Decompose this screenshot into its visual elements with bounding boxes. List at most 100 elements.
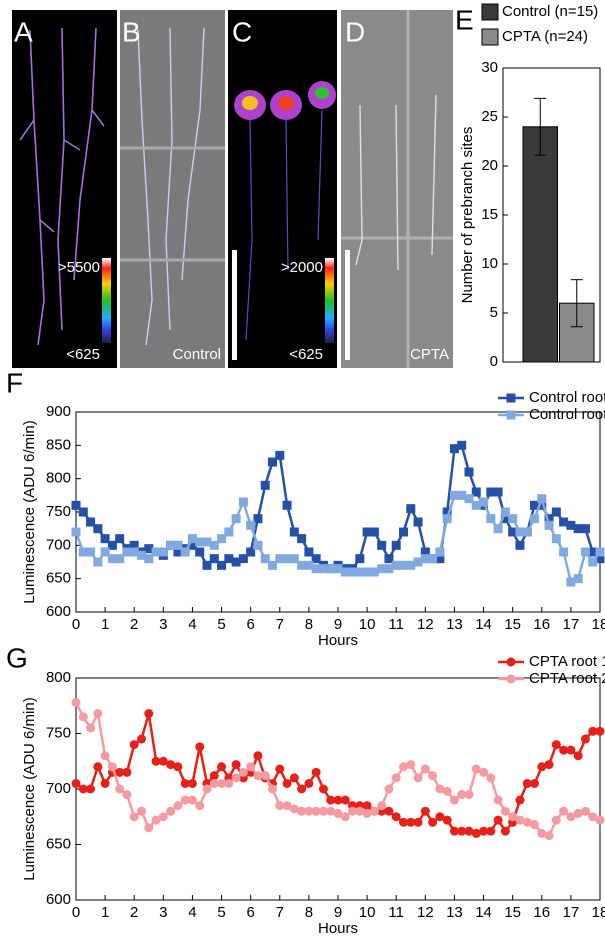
marker (180, 778, 190, 788)
marker (71, 697, 81, 707)
roots (245, 109, 323, 341)
marker (420, 554, 430, 564)
marker (289, 554, 299, 564)
marker (471, 828, 481, 838)
marker (318, 806, 328, 816)
marker (86, 723, 96, 733)
marker (275, 801, 285, 811)
marker (493, 795, 503, 805)
marker (282, 778, 292, 788)
marker (588, 547, 598, 557)
marker (457, 490, 467, 500)
panel-label: B (122, 16, 141, 47)
marker (231, 514, 241, 524)
marker (551, 815, 561, 825)
legend-label: CPTA (n=24) (502, 28, 588, 45)
marker (551, 740, 561, 750)
marker (268, 560, 277, 570)
marker (78, 547, 88, 557)
y-axis-label: Luminescence (ADU 6/min) (21, 697, 38, 880)
marker (340, 567, 350, 577)
x-tick-label: 2 (130, 616, 138, 633)
marker (348, 806, 358, 816)
x-tick-label: 7 (276, 904, 284, 921)
panel-label: G (6, 642, 28, 673)
marker (391, 560, 401, 570)
marker (304, 560, 314, 570)
panel-label: E (455, 4, 474, 35)
marker (144, 554, 154, 564)
marker (129, 540, 139, 550)
marker (500, 826, 510, 836)
marker (137, 550, 146, 560)
marker (217, 778, 227, 788)
marker (209, 771, 219, 781)
marker (384, 564, 394, 574)
marker (588, 557, 598, 567)
x-tick-label: 14 (475, 616, 492, 633)
marker (260, 771, 270, 781)
marker (391, 773, 401, 783)
marker (180, 795, 190, 805)
x-tick-label: 18 (592, 904, 605, 921)
marker (355, 806, 365, 816)
legend-marker (506, 393, 516, 403)
marker (71, 778, 81, 788)
marker (115, 767, 125, 777)
x-tick-label: 8 (305, 616, 313, 633)
marker (362, 527, 372, 537)
marker (289, 773, 299, 783)
marker (231, 557, 241, 567)
marker (413, 773, 423, 783)
marker (100, 778, 110, 788)
marker (129, 547, 139, 557)
marker (93, 524, 103, 534)
marker (289, 527, 299, 537)
marker (449, 826, 459, 836)
marker (107, 762, 117, 772)
marker (595, 547, 605, 557)
marker (297, 534, 307, 544)
marker (231, 773, 241, 783)
marker (573, 574, 583, 584)
y-axis-label: Luminescence (ADU 6/min) (21, 420, 38, 603)
marker (173, 540, 183, 550)
y-tick-label: 30 (481, 59, 498, 76)
marker (318, 564, 328, 574)
marker (500, 514, 510, 524)
marker (544, 514, 554, 524)
marker (282, 500, 292, 510)
marker (355, 554, 365, 564)
legend-marker (506, 674, 516, 684)
x-tick-label: 15 (504, 616, 521, 633)
marker (377, 540, 387, 550)
scale-min: <625 (66, 346, 100, 363)
marker (449, 444, 459, 454)
marker (268, 784, 277, 794)
marker (435, 784, 445, 794)
marker (500, 507, 510, 517)
marker (486, 514, 496, 524)
y-tick-label: 800 (46, 470, 71, 487)
marker (122, 767, 132, 777)
marker (71, 500, 81, 510)
y-tick-label: 650 (46, 835, 71, 852)
marker (580, 524, 590, 534)
marker (362, 801, 372, 811)
marker (209, 778, 219, 788)
marker (137, 806, 146, 816)
panel-label: F (6, 367, 23, 398)
marker (530, 820, 539, 830)
marker (384, 784, 394, 794)
marker (268, 457, 277, 467)
image-b (120, 10, 225, 368)
x-tick-label: 15 (504, 904, 521, 921)
x-axis-label: Hours (318, 920, 358, 937)
scale-min: <625 (289, 346, 323, 363)
marker (457, 826, 467, 836)
x-tick-label: 1 (101, 904, 109, 921)
marker (253, 771, 263, 781)
x-tick-label: 4 (188, 616, 196, 633)
marker (471, 487, 481, 497)
marker (464, 826, 474, 836)
